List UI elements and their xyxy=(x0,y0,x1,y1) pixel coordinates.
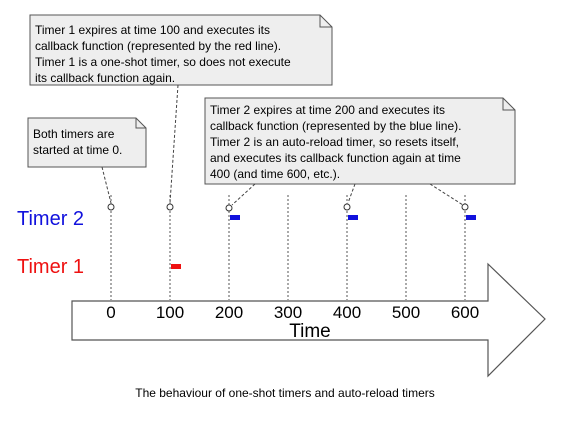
note-timer1-line-1: Timer 1 expires at time 100 and executes… xyxy=(35,23,270,37)
tick-labels: 0 100 200 300 400 500 600 xyxy=(106,303,479,322)
connector-timer1 xyxy=(169,84,179,204)
dot-100 xyxy=(166,203,174,211)
tick-300: 300 xyxy=(274,303,302,322)
note-timer2-line-3: Timer 2 is an auto-reload timer, so rese… xyxy=(210,135,459,149)
timer2-callback-600 xyxy=(466,215,476,220)
note-timer1-line-2: callback function (represented by the re… xyxy=(35,39,281,53)
note-timer2: Timer 2 expires at time 200 and executes… xyxy=(204,97,516,185)
time-guides xyxy=(110,195,466,300)
timer1-callback-100 xyxy=(171,264,181,269)
tick-0: 0 xyxy=(106,303,115,322)
tick-400: 400 xyxy=(333,303,361,322)
axis-title: Time xyxy=(289,321,331,342)
note-timer2-line-1: Timer 2 expires at time 200 and executes… xyxy=(210,103,445,117)
tick-600: 600 xyxy=(451,303,479,322)
dot-0 xyxy=(107,203,115,211)
connector-dots xyxy=(107,203,469,212)
note-timer2-line-5: 400 (and time 600, etc.). xyxy=(210,167,340,181)
note-timer2-line-2: callback function (represented by the bl… xyxy=(210,119,461,133)
tick-500: 500 xyxy=(392,303,420,322)
row-label-timer1: Timer 1 xyxy=(17,256,84,278)
note-timer1-line-4: its callback function again. xyxy=(35,71,175,85)
timer2-callback-200 xyxy=(230,215,240,220)
note-both-line-1: Both timers are xyxy=(33,127,115,141)
connector-timer2-600 xyxy=(429,183,464,206)
row-label-timer2: Timer 2 xyxy=(17,208,84,230)
connector-timer2-400 xyxy=(347,183,356,204)
figure-caption: The behaviour of one-shot timers and aut… xyxy=(135,386,435,400)
dot-200 xyxy=(225,204,233,212)
dot-400 xyxy=(343,203,351,211)
time-arrow xyxy=(71,262,546,378)
tick-200: 200 xyxy=(215,303,243,322)
note-connectors xyxy=(101,84,464,206)
connector-timer2-200 xyxy=(231,183,256,206)
connector-both xyxy=(101,166,112,204)
note-both-timers: Both timers are started at time 0. xyxy=(27,117,147,168)
tick-100: 100 xyxy=(156,303,184,322)
timer2-callback-400 xyxy=(348,215,358,220)
note-timer2-line-4: and executes its callback function again… xyxy=(210,151,461,165)
note-both-line-2: started at time 0. xyxy=(33,143,122,157)
note-timer1: Timer 1 expires at time 100 and executes… xyxy=(29,14,333,86)
dot-600 xyxy=(461,203,469,211)
note-timer1-line-3: Timer 1 is a one-shot timer, so does not… xyxy=(35,55,291,69)
